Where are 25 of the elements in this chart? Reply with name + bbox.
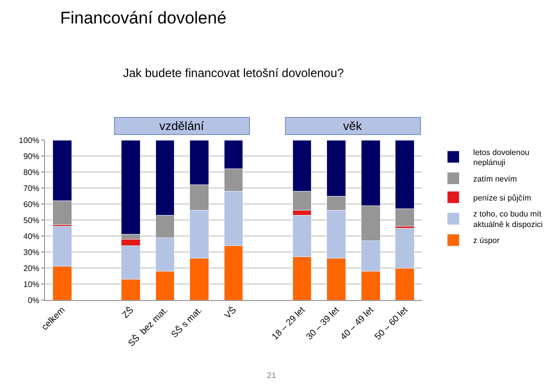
chart-title: Financování dovolené: [60, 8, 226, 28]
y-tick-label: 70%: [23, 184, 40, 193]
text: vzdělání: [159, 119, 205, 133]
y-tick-label: 30%: [23, 248, 40, 257]
y-tick-label: 80%: [23, 168, 40, 177]
legend-label: letos dovolenou neplánuji: [473, 148, 530, 168]
chart-subtitle: Jak budete financovat letošní dovolenou?: [123, 66, 344, 80]
x-tick-label: SŠ s mat.: [169, 304, 204, 340]
y-tick-label: 40%: [23, 232, 40, 241]
y-tick-label: 60%: [23, 200, 40, 209]
legend-label: z úspor: [473, 236, 500, 246]
y-tick-label: 0%: [28, 296, 40, 305]
legend-label: zatím nevím: [473, 174, 518, 184]
text: věk: [343, 119, 363, 133]
x-tick-label: ZŠ: [120, 304, 136, 320]
text: 21: [267, 371, 276, 380]
y-tick-label: 10%: [23, 280, 40, 289]
legend-label: peníze si půjčím: [473, 193, 532, 202]
legend-label: z toho, co budu mít aktuálně k dispozici: [473, 210, 543, 230]
y-tick-label: 50%: [23, 216, 40, 225]
y-tick-label: 90%: [23, 152, 40, 161]
y-tick-label: 100%: [18, 136, 40, 145]
y-tick-label: 20%: [23, 264, 40, 273]
x-tick-label: VŠ: [222, 304, 238, 320]
x-tick-label: 18 – 29 let: [270, 304, 307, 342]
